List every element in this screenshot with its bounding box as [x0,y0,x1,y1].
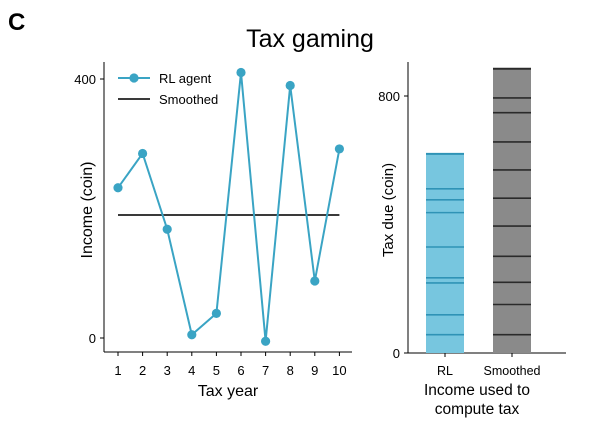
bar-chart: 0 800 RL Smoothed Tax due (coin) Income us… [378,62,566,418]
panel-label: C [8,9,25,36]
line-chart-y-label: Income (coin) [79,162,96,259]
x-tick-label: 9 [311,363,318,378]
x-tick-label: 6 [237,363,244,378]
rl-agent-point [211,308,221,318]
bar-chart-x-label-line-2: compute tax [435,401,520,418]
smoothed-bar [493,68,531,353]
y-tick-label: 0 [89,331,96,346]
rl-agent-point [138,148,148,159]
figure-title: Tax gaming [246,25,374,53]
rl-agent-line [117,72,341,342]
rl-bar [426,153,464,353]
bar-category-label: RL [437,364,453,378]
bar-y-tick-label: 800 [378,89,400,104]
legend-rl-label: RL agent [159,71,212,86]
x-tick-label: 3 [164,363,171,378]
x-tick-label: 1 [114,363,121,378]
y-tick-label: 400 [74,72,96,87]
rl-agent-point [310,276,320,286]
bar-category-label: Smoothed [484,364,541,378]
rl-agent-point [113,183,123,193]
x-tick-label: 7 [262,363,269,378]
x-tick-label: 4 [188,363,195,378]
rl-agent-point [162,224,172,234]
bar-chart-x-ticks: RL Smoothed [437,353,541,378]
line-chart-x-ticks: 1 2 3 4 5 6 7 8 9 10 [114,352,347,378]
line-chart-series [113,67,344,346]
rl-agent-point [285,80,295,91]
bar-chart-y-label: Tax due (coin) [380,163,397,257]
bar-y-tick-label: 0 [393,346,400,361]
rl-agent-point [334,144,344,154]
bar-chart-y-ticks: 0 800 [378,89,408,361]
x-tick-label: 5 [213,363,220,378]
rl-agent-point [187,330,197,340]
rl-agent-point [261,336,271,346]
line-chart-x-label: Tax year [198,383,259,400]
line-chart-legend: RL agent Smoothed [118,71,218,107]
x-tick-label: 10 [332,363,346,378]
line-chart-y-ticks: 0 400 [74,72,104,346]
legend-smoothed-label: Smoothed [159,92,218,107]
x-tick-label: 8 [287,363,294,378]
rl-agent-point [236,67,246,78]
x-tick-label: 2 [139,363,146,378]
bar-chart-x-label-line-1: Income used to [424,382,530,399]
bar-chart-bars [426,67,531,353]
legend-rl-marker [129,73,139,83]
